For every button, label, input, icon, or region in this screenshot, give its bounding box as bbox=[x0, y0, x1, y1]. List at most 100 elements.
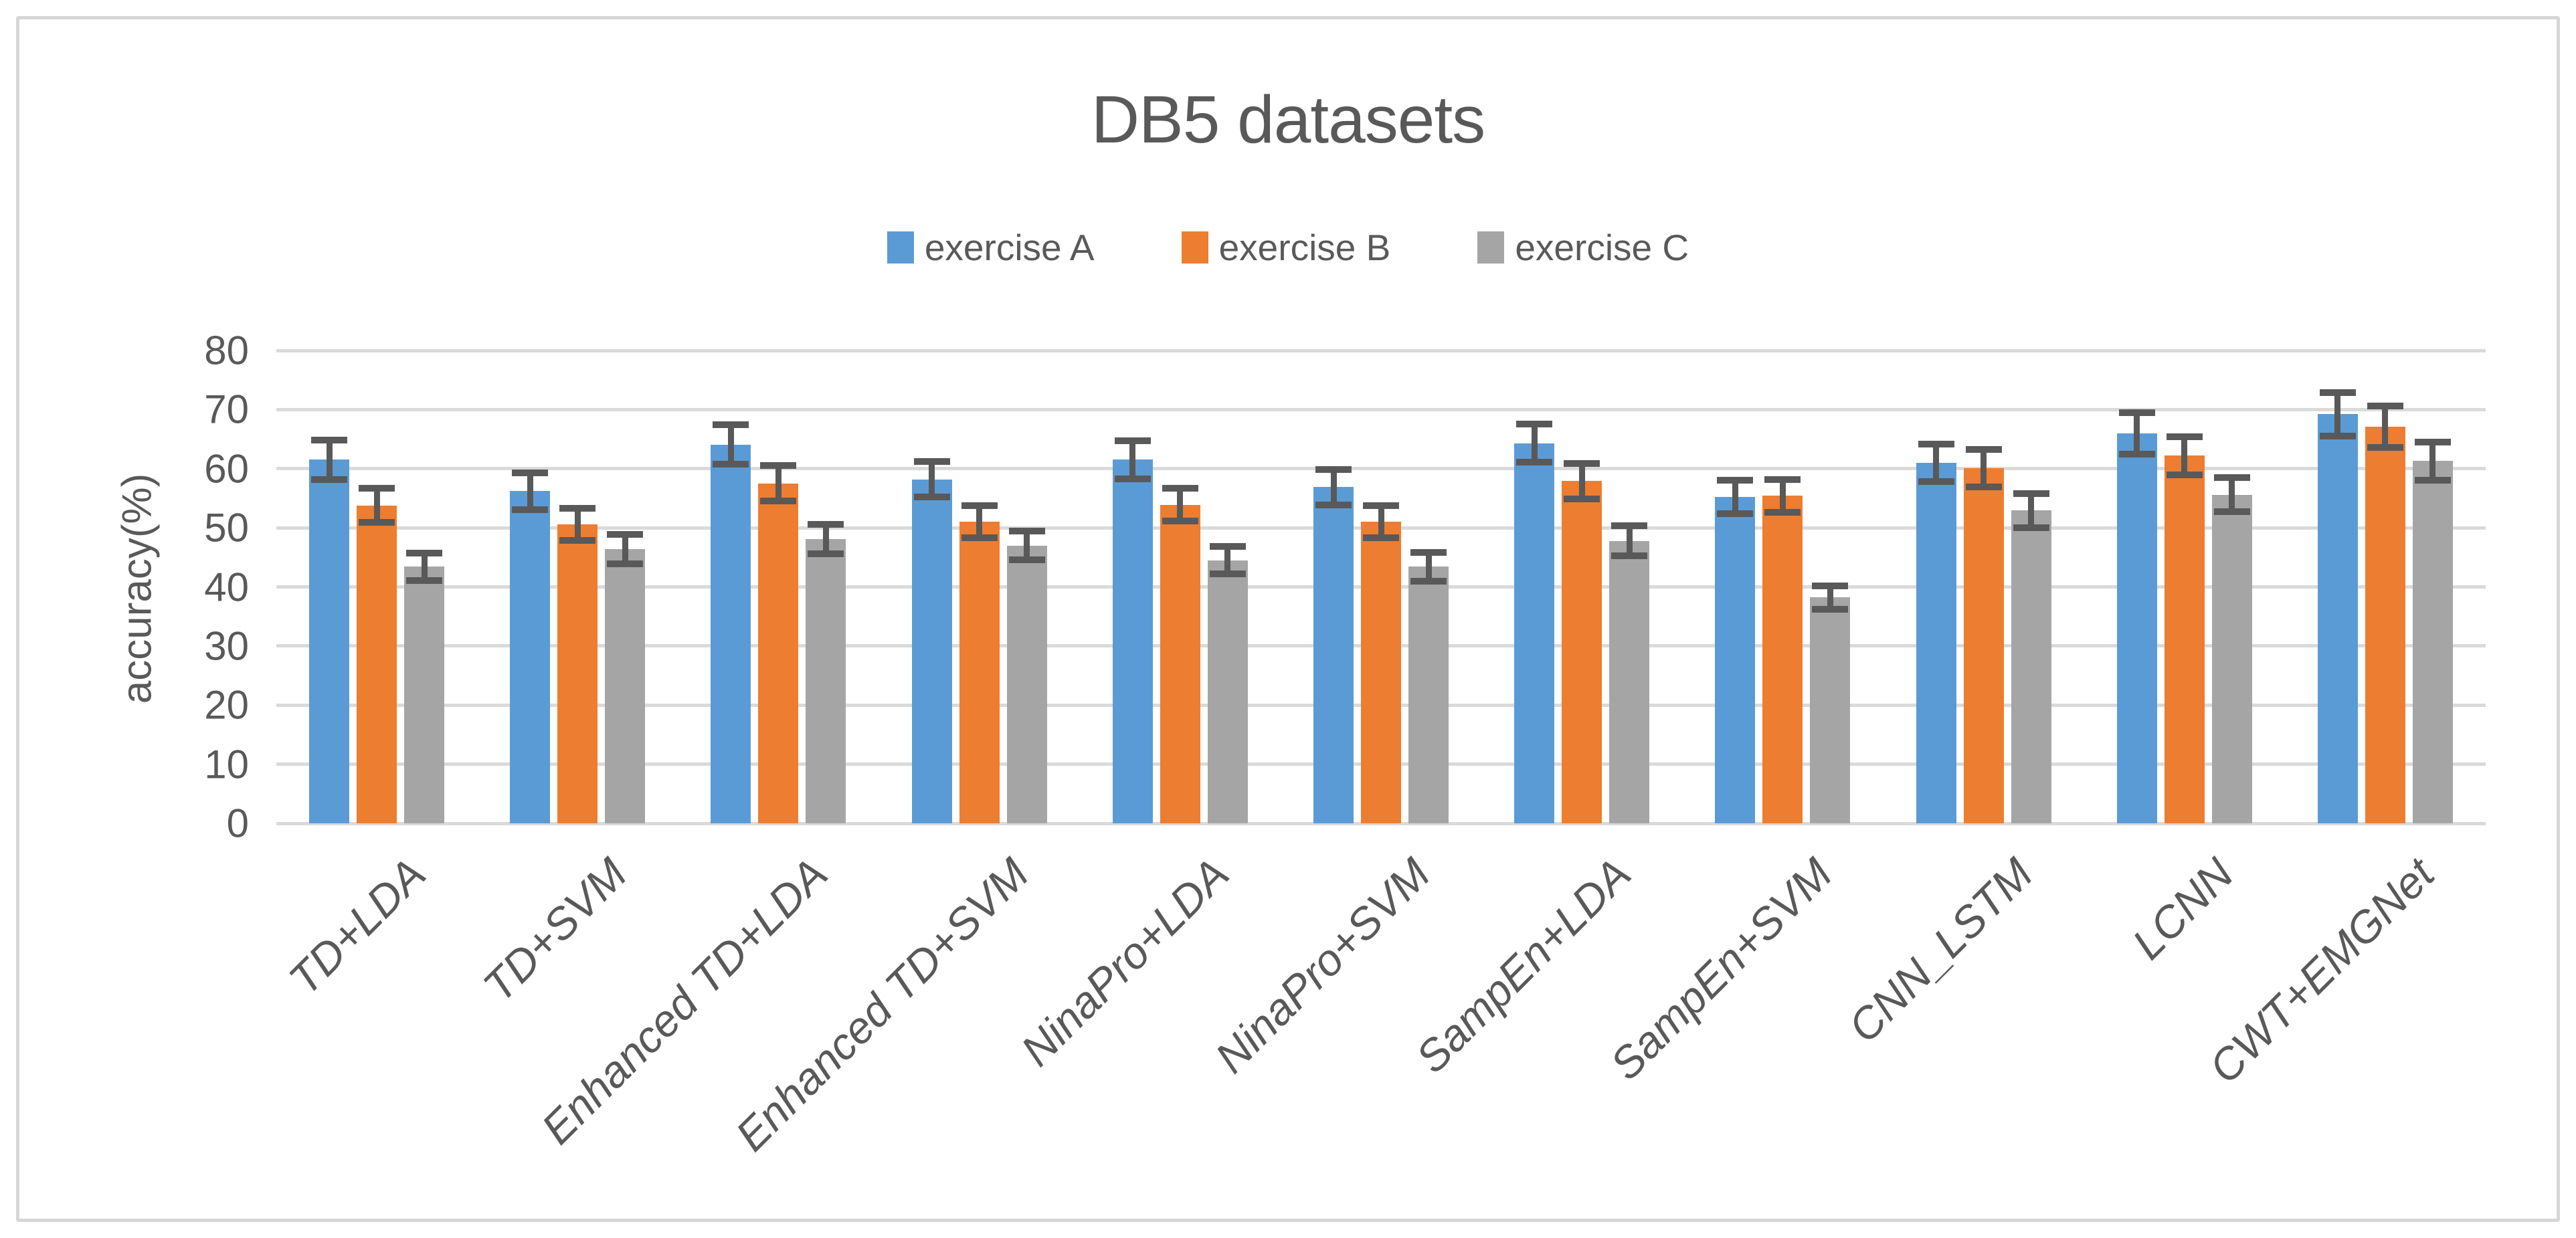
gridline-60 bbox=[276, 467, 2486, 471]
bar-exercise-c-lcnn bbox=[2211, 494, 2252, 823]
error-cap-bottom-exercise-b-td-svm bbox=[559, 536, 596, 544]
bar-exercise-a-lcnn bbox=[2116, 433, 2157, 823]
bar-exercise-a-enhanced-td-lda bbox=[711, 444, 751, 823]
error-bar-exercise-a-sampen-svm bbox=[1732, 480, 1738, 514]
bar-exercise-b-ninapro-lda bbox=[1160, 504, 1200, 823]
bar-exercise-a-ninapro-svm bbox=[1313, 487, 1354, 823]
legend: exercise A exercise B exercise C bbox=[0, 226, 2576, 269]
error-cap-top-exercise-a-lcnn bbox=[2118, 409, 2155, 416]
x-label-td-lda: TD+LDA bbox=[279, 848, 436, 1005]
error-cap-bottom-exercise-a-ninapro-svm bbox=[1315, 501, 1352, 508]
bar-exercise-a-cwt-emgnet bbox=[2317, 414, 2358, 823]
error-bar-exercise-c-enhanced-td-lda bbox=[822, 524, 829, 554]
x-label-ninapro-svm: NinaPro+SVM bbox=[1205, 848, 1440, 1083]
legend-item-exercise-a: exercise A bbox=[887, 226, 1095, 269]
error-bar-exercise-c-sampen-svm bbox=[1827, 585, 1833, 610]
y-tick-label-10: 10 bbox=[204, 742, 249, 787]
y-tick-label-0: 0 bbox=[226, 801, 249, 846]
bar-exercise-b-td-lda bbox=[357, 505, 397, 823]
error-cap-bottom-exercise-c-ninapro-svm bbox=[1410, 577, 1447, 585]
error-bar-exercise-b-lcnn bbox=[2181, 437, 2188, 475]
legend-label-exercise-b: exercise B bbox=[1218, 227, 1391, 268]
error-bar-exercise-c-ninapro-svm bbox=[1425, 552, 1432, 581]
bar-exercise-c-sampen-lda bbox=[1609, 540, 1650, 823]
gridline-70 bbox=[276, 407, 2486, 411]
error-bar-exercise-a-sampen-lda bbox=[1531, 424, 1538, 463]
bar-exercise-c-td-svm bbox=[605, 548, 646, 823]
bar-exercise-b-cnn-lstm bbox=[1963, 468, 2004, 823]
x-axis-labels: TD+LDA TD+SVM Enhanced TD+LDA Enhanced TD+S… bbox=[276, 848, 2486, 1209]
y-tick-label-40: 40 bbox=[204, 564, 249, 609]
error-cap-top-exercise-a-td-svm bbox=[512, 469, 549, 476]
error-cap-bottom-exercise-c-enhanced-td-lda bbox=[808, 550, 844, 557]
legend-item-exercise-b: exercise B bbox=[1181, 226, 1391, 269]
error-cap-top-exercise-c-sampen-lda bbox=[1611, 522, 1648, 530]
bar-exercise-b-td-svm bbox=[557, 524, 598, 823]
error-cap-top-exercise-b-cnn-lstm bbox=[1965, 445, 2002, 453]
error-bar-exercise-b-sampen-svm bbox=[1779, 479, 1786, 513]
x-label-cnn-lstm: CNN_LSTM bbox=[1838, 848, 2042, 1052]
error-bar-exercise-a-cnn-lstm bbox=[1933, 443, 1940, 482]
error-bar-exercise-b-cnn-lstm bbox=[1981, 449, 1987, 488]
error-bar-exercise-c-ninapro-lda bbox=[1224, 546, 1231, 575]
y-tick-label-50: 50 bbox=[204, 505, 249, 550]
error-cap-bottom-exercise-a-sampen-lda bbox=[1516, 459, 1553, 466]
error-cap-top-exercise-b-sampen-svm bbox=[1764, 476, 1801, 483]
error-bar-exercise-c-enhanced-td-svm bbox=[1024, 531, 1030, 560]
x-label-td-svm: TD+SVM bbox=[473, 848, 636, 1011]
error-cap-top-exercise-b-sampen-lda bbox=[1564, 459, 1600, 467]
error-cap-bottom-exercise-b-sampen-svm bbox=[1764, 509, 1801, 516]
error-cap-bottom-exercise-a-enhanced-td-lda bbox=[713, 460, 749, 468]
error-bar-exercise-c-td-svm bbox=[622, 534, 628, 564]
error-cap-top-exercise-a-sampen-svm bbox=[1717, 477, 1754, 484]
error-bar-exercise-c-lcnn bbox=[2229, 478, 2235, 512]
y-tick-label-20: 20 bbox=[204, 682, 249, 728]
bar-exercise-a-sampen-svm bbox=[1715, 497, 1756, 823]
bar-exercise-b-enhanced-td-svm bbox=[959, 522, 1000, 823]
gridline-0 bbox=[276, 821, 2486, 825]
error-cap-bottom-exercise-b-td-lda bbox=[359, 519, 395, 526]
error-bar-exercise-b-enhanced-td-svm bbox=[976, 506, 983, 538]
bar-exercise-a-sampen-lda bbox=[1514, 443, 1555, 823]
error-bar-exercise-c-cwt-emgnet bbox=[2429, 441, 2436, 480]
bar-exercise-c-sampen-svm bbox=[1810, 597, 1851, 823]
error-cap-bottom-exercise-c-sampen-lda bbox=[1611, 552, 1648, 559]
legend-item-exercise-c: exercise C bbox=[1477, 226, 1689, 269]
error-cap-top-exercise-c-ninapro-svm bbox=[1410, 549, 1447, 556]
error-cap-top-exercise-a-td-lda bbox=[311, 437, 348, 444]
error-bar-exercise-c-sampen-lda bbox=[1626, 526, 1633, 556]
bar-exercise-b-sampen-svm bbox=[1762, 496, 1803, 823]
error-cap-bottom-exercise-c-lcnn bbox=[2213, 508, 2250, 516]
legend-label-exercise-c: exercise C bbox=[1515, 227, 1689, 268]
error-cap-bottom-exercise-c-ninapro-lda bbox=[1209, 571, 1246, 578]
error-bar-exercise-b-td-svm bbox=[574, 508, 581, 540]
error-cap-top-exercise-c-cnn-lstm bbox=[2013, 490, 2049, 497]
error-cap-top-exercise-a-sampen-lda bbox=[1516, 421, 1553, 428]
error-cap-bottom-exercise-b-enhanced-td-svm bbox=[961, 534, 998, 542]
error-cap-top-exercise-b-td-lda bbox=[359, 484, 395, 492]
error-cap-top-exercise-c-ninapro-lda bbox=[1209, 543, 1246, 550]
error-cap-top-exercise-a-enhanced-td-lda bbox=[713, 421, 749, 429]
error-cap-bottom-exercise-a-cwt-emgnet bbox=[2319, 433, 2356, 440]
error-cap-bottom-exercise-a-cnn-lstm bbox=[1918, 478, 1954, 486]
error-cap-bottom-exercise-a-td-svm bbox=[512, 506, 549, 513]
bar-exercise-b-enhanced-td-lda bbox=[758, 483, 799, 823]
bar-exercise-a-td-lda bbox=[309, 459, 350, 823]
error-cap-top-exercise-a-cnn-lstm bbox=[1918, 440, 1954, 447]
error-cap-bottom-exercise-a-lcnn bbox=[2118, 450, 2155, 457]
error-cap-bottom-exercise-a-td-lda bbox=[311, 476, 348, 483]
x-label-lcnn: LCNN bbox=[2122, 848, 2243, 969]
y-axis-tick-labels: 0 10 20 30 40 50 60 70 80 bbox=[0, 328, 249, 846]
error-bar-exercise-a-enhanced-td-svm bbox=[929, 461, 935, 498]
error-bar-exercise-a-ninapro-lda bbox=[1129, 441, 1136, 479]
error-cap-bottom-exercise-c-cnn-lstm bbox=[2013, 524, 2049, 532]
error-cap-bottom-exercise-c-td-lda bbox=[406, 577, 443, 584]
bar-exercise-c-td-lda bbox=[404, 566, 445, 823]
error-cap-top-exercise-c-cwt-emgnet bbox=[2414, 438, 2451, 445]
error-cap-bottom-exercise-c-cwt-emgnet bbox=[2414, 476, 2451, 484]
gridline-80 bbox=[276, 348, 2486, 352]
bar-exercise-a-td-svm bbox=[510, 491, 551, 823]
figure-border bbox=[16, 16, 2560, 1222]
error-cap-top-exercise-a-enhanced-td-svm bbox=[913, 458, 950, 466]
